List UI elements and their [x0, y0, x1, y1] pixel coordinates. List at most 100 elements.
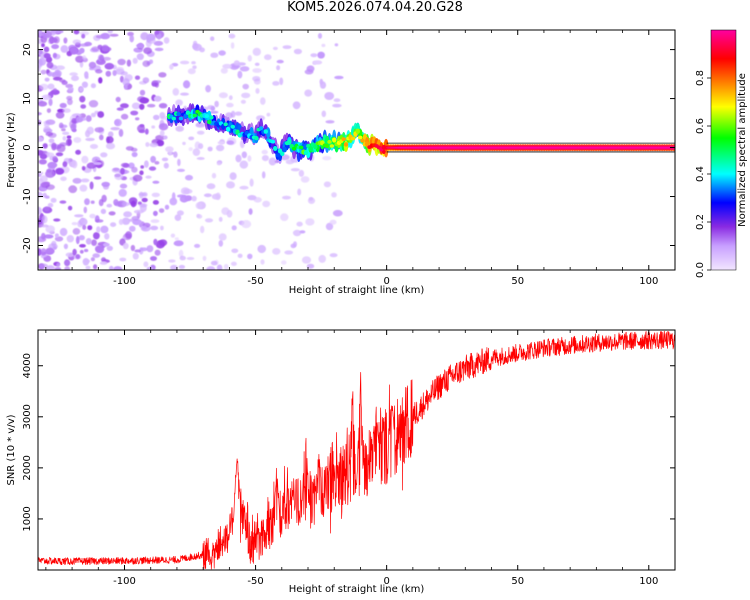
- spectrogram-noise-blob: [42, 206, 52, 214]
- spectrogram-noise-blob: [67, 205, 73, 211]
- spectrogram-noise-blob: [218, 92, 228, 99]
- spectrogram-noise-blob: [304, 69, 314, 75]
- spectrogram-ridge-cell: [355, 128, 360, 134]
- spectrogram-noise-blob: [39, 263, 48, 269]
- spectrogram-noise-blob: [93, 264, 98, 270]
- spectrogram-noise-blob: [42, 192, 47, 198]
- spectrogram-noise-blob: [91, 239, 97, 246]
- spectrogram-noise-blob: [169, 197, 178, 206]
- spectrogram-noise-blob: [40, 69, 47, 75]
- colorbar-tick-label: 0.4: [695, 166, 706, 182]
- spectrogram-noise-blob: [130, 110, 139, 116]
- spectrogram-noise-blob: [137, 124, 145, 133]
- spectrogram-noise-blob: [53, 218, 61, 222]
- spectrogram-noise-blob: [75, 149, 81, 155]
- spectrogram-noise-blob: [52, 52, 58, 59]
- spectrogram-noise-blob: [45, 131, 54, 137]
- spectrogram-noise-blob: [172, 88, 180, 96]
- spectrogram-ytick-label: 10: [22, 92, 33, 105]
- spectrogram-noise-blob: [74, 214, 84, 218]
- spectrogram-noise-blob: [95, 219, 104, 223]
- spectrogram-noise-blob: [47, 83, 55, 90]
- spectrogram-noise-blob: [132, 174, 143, 182]
- spectrogram-noise-blob: [241, 151, 247, 159]
- spectrogram-noise-blob: [139, 89, 146, 96]
- spectrogram-ridge-cell: [341, 137, 346, 142]
- spectrogram-xtick-label: -100: [113, 276, 136, 287]
- spectrogram-noise-blob: [210, 52, 219, 58]
- spectrogram-noise-blob: [173, 151, 178, 158]
- spectrogram-noise-blob: [43, 53, 51, 59]
- spectrogram-noise-blob: [46, 265, 56, 270]
- spectrogram-noise-blob: [105, 70, 112, 77]
- spectrogram-noise-blob: [218, 50, 226, 56]
- spectrogram-noise-blob: [175, 125, 184, 132]
- colorbar-gradient: [711, 30, 736, 270]
- spectrogram-noise-blob: [38, 136, 44, 142]
- snr-ytick-label: 3000: [22, 404, 33, 429]
- spectrogram-noise-blob: [210, 36, 215, 41]
- spectrogram-noise-blob: [41, 215, 48, 224]
- spectrogram-noise-blob: [136, 43, 145, 48]
- spectrogram-noise-blob: [118, 188, 127, 197]
- snr-xtick-label: -100: [113, 576, 136, 587]
- spectrogram-noise-blob: [63, 37, 68, 44]
- spectrogram-noise-blob: [293, 48, 302, 55]
- spectrogram-noise-blob: [101, 194, 107, 203]
- spectrogram-noise-blob: [71, 117, 78, 124]
- spectrogram-noise-blob: [237, 253, 243, 258]
- spectrogram-noise-blob: [121, 217, 131, 225]
- spectrogram-noise-blob: [188, 147, 193, 152]
- spectrogram-noise-blob: [38, 101, 48, 107]
- spectrogram-noise-blob: [142, 60, 151, 67]
- spectrogram-noise-blob: [145, 142, 150, 147]
- spectrogram-noise-blob: [272, 81, 280, 86]
- spectrogram-noise-blob: [104, 62, 115, 70]
- spectrogram-noise-blob: [321, 110, 327, 118]
- spectrogram-noise-blob: [284, 250, 294, 255]
- spectrogram-noise-blob: [90, 200, 95, 204]
- spectrogram-noise-blob: [79, 117, 87, 121]
- spectrogram-noise-blob: [86, 126, 94, 135]
- spectrogram-noise-blob: [217, 141, 225, 145]
- snr-xtick-label: -50: [247, 576, 263, 587]
- spectrogram-ridge-cell: [282, 146, 287, 153]
- spectrogram-noise-blob: [144, 160, 149, 168]
- spectrogram-noise-blob: [215, 144, 225, 152]
- spectrogram-noise-blob: [95, 245, 105, 254]
- spectrogram-noise-blob: [178, 264, 186, 269]
- spectrogram-noise-blob: [230, 42, 235, 49]
- spectrogram-noise-blob: [79, 244, 86, 248]
- spectrogram-noise-blob: [52, 155, 58, 162]
- spectrogram-noise-blob: [247, 195, 257, 201]
- spectrogram-noise-blob: [272, 46, 278, 51]
- spectrogram-noise-blob: [154, 47, 164, 52]
- spectrogram-noise-blob: [59, 200, 67, 204]
- colorbar-tick-label: 0.2: [695, 214, 706, 230]
- spectrogram-noise-blob: [41, 94, 52, 101]
- spectrogram-noise-blob: [163, 37, 170, 44]
- spectrogram-noise-blob: [226, 102, 234, 108]
- spectrogram-noise-blob: [134, 249, 142, 253]
- spectrogram-noise-blob: [177, 158, 181, 167]
- spectrogram-noise-blob: [83, 206, 88, 214]
- spectrogram-noise-blob: [231, 248, 239, 254]
- spectrogram-noise-blob: [91, 46, 100, 52]
- spectrogram-noise-blob: [206, 266, 216, 270]
- spectrogram-noise-blob: [154, 249, 161, 256]
- spectrogram-noise-blob: [163, 162, 169, 169]
- spectrogram-noise-blob: [163, 135, 168, 140]
- spectrogram-noise-blob: [41, 43, 45, 48]
- spectrogram-ytick-label: -10: [22, 188, 33, 204]
- spectrogram-noise-blob: [240, 99, 246, 104]
- spectrogram-noise-blob: [82, 224, 87, 230]
- spectrogram-noise-blob: [100, 225, 109, 234]
- spectrogram-noise-blob: [257, 244, 267, 254]
- spectrogram-noise-blob: [107, 30, 113, 34]
- spectrogram-noise-blob: [137, 201, 142, 205]
- spectrogram-noise-blob: [261, 149, 268, 155]
- spectrogram-noise-blob: [92, 253, 100, 258]
- spectrogram-noise-blob: [155, 80, 162, 84]
- spectrogram-noise-blob: [145, 175, 152, 179]
